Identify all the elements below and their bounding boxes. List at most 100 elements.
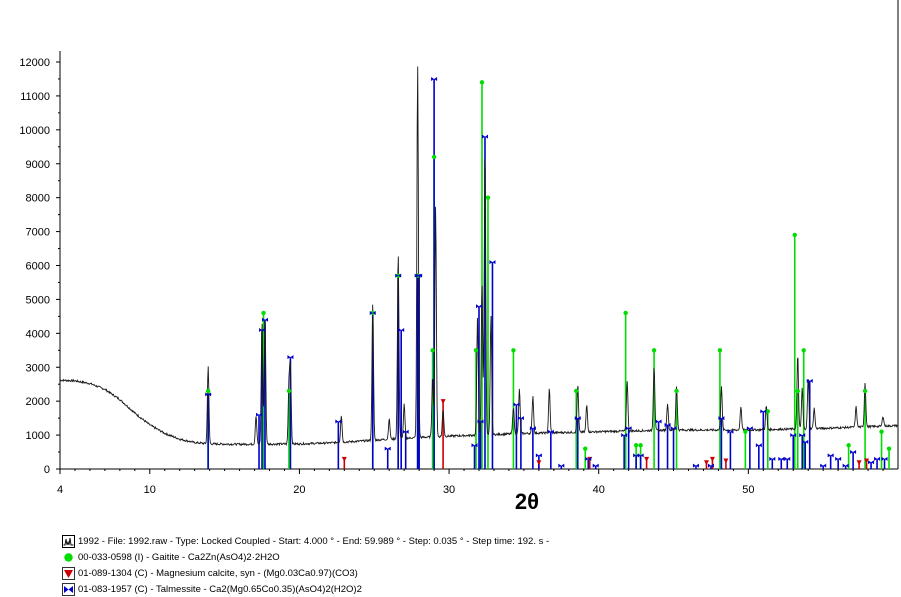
talmessite-marker-right xyxy=(479,304,482,309)
talmessite-marker-right xyxy=(763,409,767,414)
talmessite-marker-left xyxy=(256,412,260,417)
x-tick-label: 50 xyxy=(742,484,754,496)
gaitite-marker xyxy=(261,310,266,316)
talmessite-marker-right xyxy=(259,412,263,417)
talmessite-marker-right xyxy=(772,456,776,461)
legend-label-talmessite: 01-083-1957 (C) - Talmessite - Ca2(Mg0.6… xyxy=(78,583,362,595)
talmessite-marker-right xyxy=(640,453,644,458)
talmessite-marker-right xyxy=(823,463,827,468)
talmessite-marker-right xyxy=(434,76,438,81)
gaitite-marker xyxy=(765,409,771,414)
reference-markers xyxy=(205,76,892,468)
talmessite-marker-right xyxy=(884,456,888,461)
talmessite-marker-right xyxy=(673,426,677,431)
magnesium-calcite-marker xyxy=(856,460,862,466)
legend-item-talmessite: 01-083-1957 (C) - Talmessite - Ca2(Mg0.6… xyxy=(62,581,549,597)
talmessite-marker-left xyxy=(395,273,399,278)
y-tick-label: 0 xyxy=(44,464,50,476)
y-tick-label: 5000 xyxy=(26,294,50,306)
gaitite-marker xyxy=(430,348,435,353)
talmessite-marker-right xyxy=(710,463,714,468)
talmessite-marker-right xyxy=(538,453,542,458)
talmessite-marker-left xyxy=(760,409,764,414)
talmessite-marker-left xyxy=(335,419,339,424)
talmessite-marker-right xyxy=(550,429,554,434)
talmessite-marker-right xyxy=(387,446,391,451)
legend-item-gaitite: 00-033-0598 (I) - Gaitite - Ca2Zn(AsO4)2… xyxy=(62,549,549,565)
talmessite-marker-left xyxy=(664,422,668,427)
y-tick-label: 12000 xyxy=(19,57,50,69)
talmessite-marker-left xyxy=(535,453,539,458)
gaitite-marker xyxy=(801,348,806,353)
talmessite-marker-left xyxy=(259,327,263,332)
green-circle-icon xyxy=(64,552,73,562)
talmessite-marker-left xyxy=(718,416,722,421)
talmessite-marker-right xyxy=(290,355,294,360)
gaitite-marker xyxy=(879,429,884,434)
x-tick-label: 20 xyxy=(293,484,305,496)
gaitite-marker xyxy=(792,232,797,238)
gaitite-marker xyxy=(286,388,292,394)
y-tick-label: 1000 xyxy=(26,430,50,442)
talmessite-marker-left xyxy=(769,456,773,461)
talmessite-marker-right xyxy=(401,327,405,332)
talmessite-marker-left xyxy=(398,327,402,332)
y-tick-label: 7000 xyxy=(26,227,50,239)
y-tick-label: 11000 xyxy=(20,91,50,103)
gaitite-marker xyxy=(862,388,868,394)
legend: 1992 - File: 1992.raw - Type: Locked Cou… xyxy=(62,533,549,597)
talmessite-marker-right xyxy=(805,439,809,444)
talmessite-marker-left xyxy=(529,426,533,431)
gaitite-marker xyxy=(583,446,588,451)
talmessite-marker-left xyxy=(369,310,373,315)
talmessite-marker-left xyxy=(820,463,824,468)
talmessite-marker-left xyxy=(746,426,750,431)
x-tick-label: 30 xyxy=(443,484,455,496)
y-tick-label: 6000 xyxy=(26,261,50,273)
talmessite-marker-left xyxy=(574,416,578,421)
talmessite-marker-right xyxy=(721,416,725,421)
talmessite-marker-right xyxy=(830,453,834,458)
y-tick-label: 2000 xyxy=(26,396,50,408)
talmessite-marker-left xyxy=(489,260,493,265)
talmessite-marker-left xyxy=(416,273,420,278)
talmessite-marker-right xyxy=(595,463,599,468)
talmessite-marker-left xyxy=(655,419,659,424)
talmessite-marker-left xyxy=(755,443,759,448)
talmessite-marker-left xyxy=(384,446,388,451)
talmessite-marker-right xyxy=(758,443,762,448)
talmessite-marker-left xyxy=(481,134,485,139)
talmessite-marker-right xyxy=(787,456,791,461)
talmessite-marker-right xyxy=(877,456,881,461)
talmessite-marker-right xyxy=(845,463,849,468)
talmessite-marker-right xyxy=(338,419,342,424)
gaitite-marker xyxy=(717,348,723,353)
talmessite-marker-right xyxy=(624,433,628,438)
talmessite-marker-left xyxy=(477,419,481,424)
talmessite-marker-left xyxy=(625,426,629,431)
gaitite-marker xyxy=(674,388,679,394)
blue-bowtie-icon xyxy=(62,582,75,596)
y-tick-label: 9000 xyxy=(26,159,50,171)
talmessite-marker-right xyxy=(484,134,488,139)
talmessite-marker-left xyxy=(287,355,291,360)
gaitite-marker xyxy=(511,348,516,353)
talmessite-marker-right xyxy=(265,317,269,322)
y-ticks: 0 1000 2000 3000 4000 5000 6000 7000 8000 9000 100… xyxy=(19,57,60,476)
talmessite-marker-left xyxy=(784,456,788,461)
talmessite-marker-left xyxy=(471,443,475,448)
talmessite-marker-left xyxy=(513,402,517,407)
y-tick-label: 8000 xyxy=(26,193,50,205)
talmessite-marker-right xyxy=(516,402,520,407)
talmessite-marker-left xyxy=(868,460,872,465)
talmessite-marker-left xyxy=(842,463,846,468)
talmessite-marker-right xyxy=(419,273,423,278)
gaitite-marker xyxy=(485,195,491,200)
pattern-icon xyxy=(62,534,75,548)
talmessite-marker-right xyxy=(781,456,785,461)
talmessite-marker-left xyxy=(692,463,696,468)
talmessite-marker-right xyxy=(405,429,409,434)
talmessite-marker-left xyxy=(790,433,794,438)
gaitite-marker xyxy=(651,348,657,353)
